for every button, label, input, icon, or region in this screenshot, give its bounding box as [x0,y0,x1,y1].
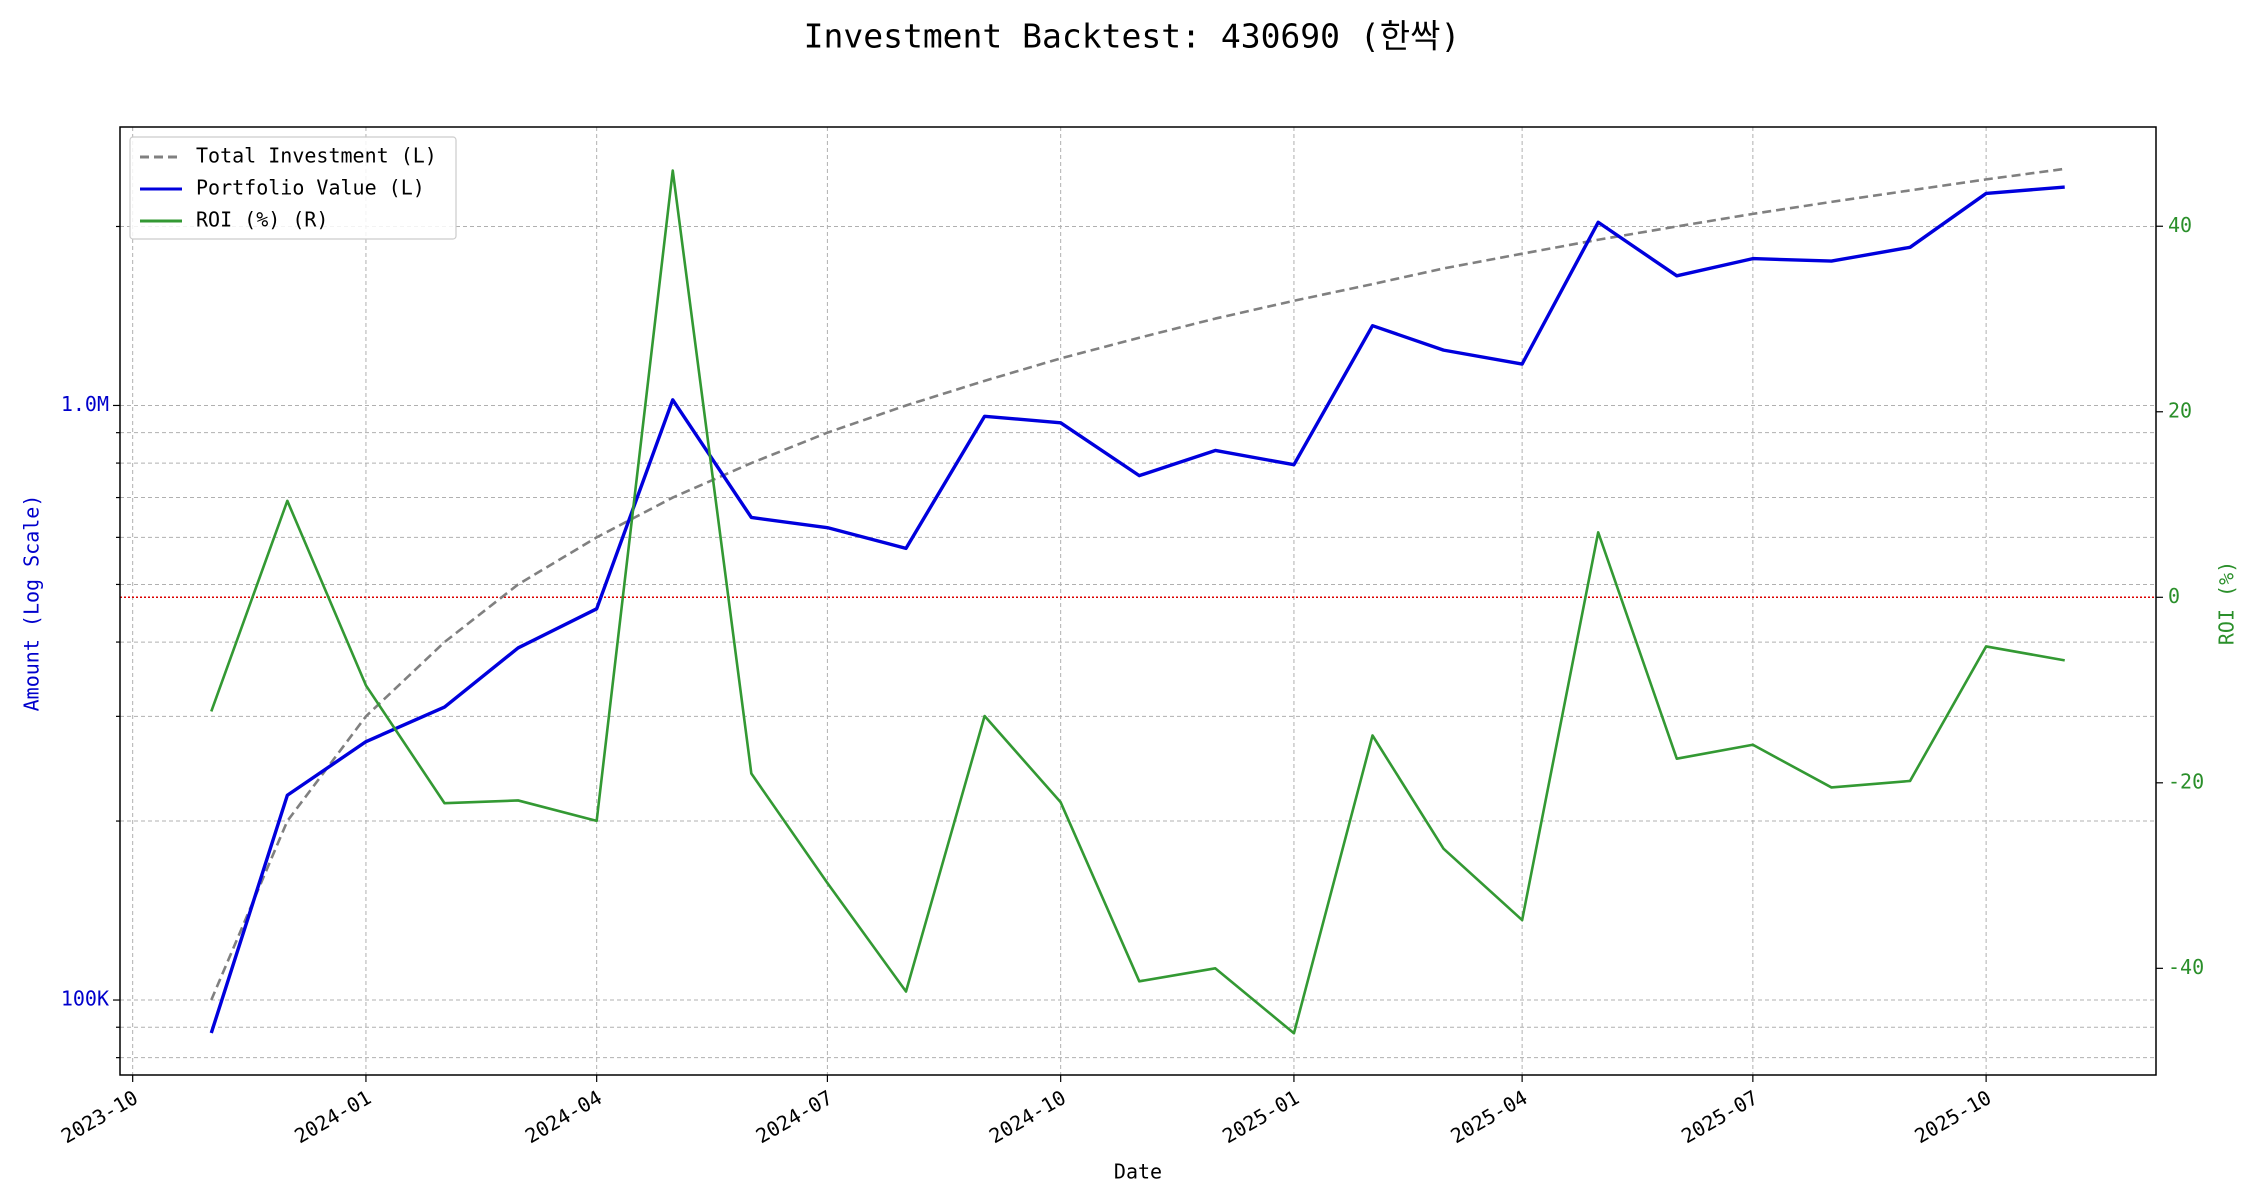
x-tick-label: 2024-04 [521,1085,606,1148]
series-line [210,167,2065,1001]
legend-label: ROI (%) (R) [196,208,328,232]
y2-tick-label: -40 [2168,955,2204,979]
legend-label: Total Investment (L) [196,144,437,168]
x-tick-label: 2024-07 [752,1085,837,1148]
legend-box [129,136,457,240]
x-tick-label: 2025-07 [1677,1085,1762,1148]
chart-title: Investment Backtest: 430690 (한싹) [804,17,1461,56]
x-tick-label: 2025-01 [1218,1085,1303,1148]
x-axis-label: Date [1114,1160,1162,1184]
plot-frame [119,126,2157,1076]
series-line [209,185,2065,1034]
y-axis-label: Amount (Log Scale) [20,495,44,712]
x-tick-label: 2025-10 [1910,1085,1995,1148]
x-tick-label: 2023-10 [57,1085,142,1148]
y-tick-label: 1.0M [61,392,109,416]
y2-tick-label: -20 [2168,769,2204,793]
series-line [210,169,2065,1035]
x-tick-label: 2025-04 [1446,1085,1531,1148]
y-tick-label: 100K [61,987,109,1011]
legend-label: Portfolio Value (L) [196,176,425,200]
y2-axis-label: ROI (%) [2215,561,2239,645]
y2-tick-label: 20 [2168,398,2192,422]
x-tick-label: 2024-01 [290,1085,375,1148]
x-tick-label: 2024-10 [985,1085,1070,1148]
y2-tick-label: 0 [2168,584,2180,608]
y2-tick-label: 40 [2168,213,2192,237]
